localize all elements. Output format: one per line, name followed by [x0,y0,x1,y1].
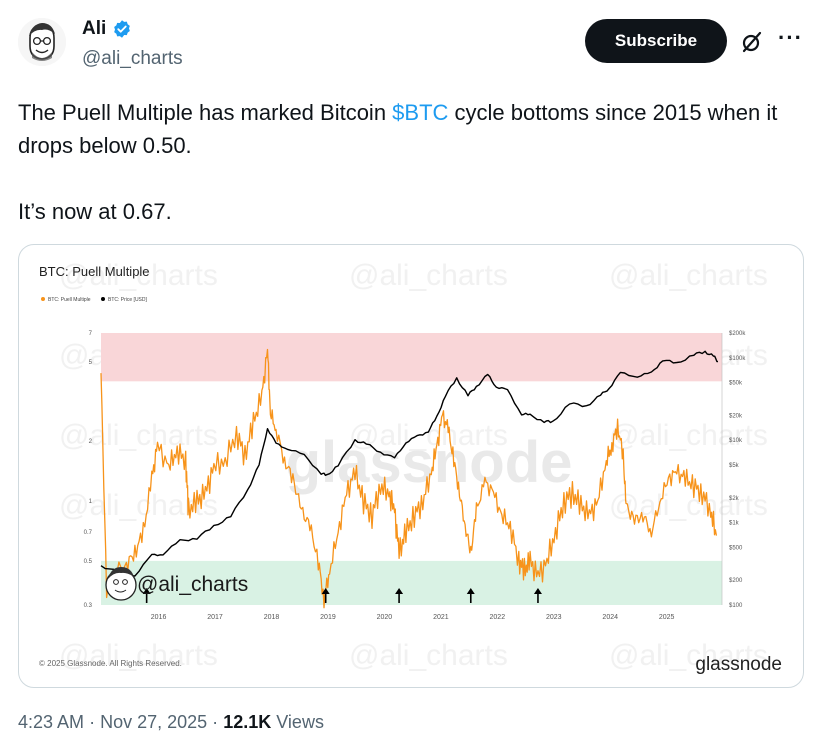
y-right-tick-label: $10k [729,438,743,444]
series-line-btc-price [100,350,719,577]
grok-icon[interactable] [740,30,764,54]
y-right-tick-label: $20k [729,413,743,419]
series-line-puell-multiple [100,348,718,609]
x-tick-label: 2022 [490,614,506,621]
avatar[interactable] [18,18,66,66]
cartoon-face-avatar-icon [18,18,66,66]
legend-price-marker [101,297,105,301]
watermark-text: @ali_charts [609,419,768,452]
watermark-text: @ali_charts [609,639,768,672]
subscribe-button[interactable]: Subscribe [585,19,727,63]
y-right-tick-label: $50k [729,381,743,387]
bottom-arrow-head [395,588,404,594]
puell-multiple-chart: @ali_charts @ali_charts @ali_charts @ali_ch… [39,259,782,675]
watermark-text: @ali_charts [59,419,218,452]
tweet-text-before: The Puell Multiple has marked Bitcoin [18,100,393,125]
ali-charts-badge: @ali_charts [105,567,248,601]
watermark-text: @ali_charts [349,419,508,452]
y-left-tick-label: 0.7 [84,530,93,536]
tweet-time[interactable]: 4:23 AM [18,712,85,732]
glassnode-logo: glassnode [695,654,782,675]
x-tick-label: 2016 [151,614,167,621]
y-right-tick-label: $5k [729,463,740,469]
y-left-tick-label: 0.5 [84,559,93,565]
watermark-text: @ali_charts [59,259,218,292]
watermark-text: @ali_charts [349,259,508,292]
watermark-text: @ali_charts [59,639,218,672]
tweet-text-after: cycle bottoms since 2015 when it drops b… [18,100,778,158]
y-left-tick-label: 5 [89,360,93,366]
bottom-arrow-head [142,588,151,594]
tweet-paragraph-2: It’s now at 0.67. [18,199,172,224]
x-tick-label: 2023 [546,614,562,621]
meta-separator: · [89,712,96,732]
y-left-tick-label: 0.3 [84,603,93,609]
band-top [101,333,722,382]
views-label: Views [276,712,324,732]
x-tick-label: 2020 [377,614,393,621]
tweet-meta: 4:23 AM · Nov 27, 2025 · 12.1K Views [18,712,324,733]
legend: BTC: Puell Multiple BTC: Price [USD] [41,297,148,303]
x-tick-label: 2017 [207,614,223,621]
bottom-arrow [142,588,151,603]
watermark-text: @ali_charts [609,259,768,292]
bottom-arrow-head [321,588,330,594]
y-right-tick-label: $1k [729,521,740,527]
watermark-text: @ali_charts [349,639,508,672]
bottom-arrow [321,588,330,603]
verified-badge-icon [114,20,130,38]
band-bottom [101,560,722,605]
bottom-arrow [533,588,542,603]
chart-title: BTC: Puell Multiple [39,264,150,279]
bottom-arrow [466,588,475,603]
x-tick-label: 2018 [264,614,280,621]
bottom-arrow [395,588,404,603]
y-right-tick-label: $200k [729,331,746,337]
badge-watermark: @ali_charts [137,573,248,596]
y-right-tick-label: $100 [729,603,743,609]
tweet-text: The Puell Multiple has marked Bitcoin $B… [18,96,808,228]
more-options-icon[interactable]: ··· [778,25,803,50]
author-name[interactable]: Ali [82,18,107,39]
y-right-tick-label: $100k [729,356,746,362]
chart-image[interactable]: @ali_charts @ali_charts @ali_charts @ali_ch… [18,244,804,688]
chart-footer: © 2025 Glassnode. All Rights Reserved. [39,659,182,668]
tweet-paragraph-1: The Puell Multiple has marked Bitcoin $B… [18,96,808,162]
legend-price: BTC: Price [USD] [108,297,148,303]
y-left-tick-label: 1 [89,499,93,505]
y-right-tick-label: $2k [729,496,740,502]
x-tick-label: 2021 [433,614,449,621]
legend-puell-marker [41,297,45,301]
y-left-tick-label: 2 [89,439,93,445]
bottom-arrow-head [533,588,542,594]
tweet-date[interactable]: Nov 27, 2025 [100,712,208,732]
cashtag-link[interactable]: $BTC [392,100,449,125]
x-tick-label: 2024 [602,614,618,621]
y-right-tick-label: $200 [729,578,743,584]
views-count: 12.1K [223,712,272,732]
x-tick-label: 2025 [659,614,675,621]
plot-area: 0.3 0.5 0.7 1 2 5 7 $100 $200 $500 $1k $2k $5k $10k $2… [84,331,747,621]
author-handle[interactable]: @ali_charts [82,48,183,69]
y-left-tick-label: 7 [89,331,93,337]
bottom-arrow-head [466,588,475,594]
meta-separator-2: · [212,712,219,732]
x-tick-label: 2019 [320,614,336,621]
legend-puell: BTC: Puell Multiple [48,297,91,303]
y-right-tick-label: $500 [729,545,743,551]
